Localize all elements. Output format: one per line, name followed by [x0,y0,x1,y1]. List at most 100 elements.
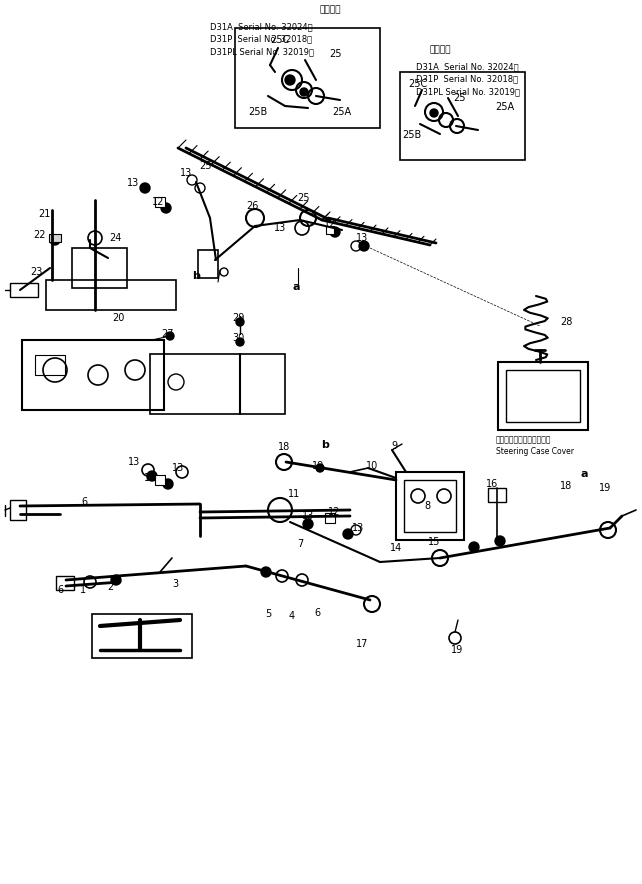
Bar [92,614,192,658]
Text: 18: 18 [560,481,572,491]
Text: 25B: 25B [248,107,268,117]
Text: 12: 12 [144,473,156,483]
Bar [22,340,164,410]
Text: 26: 26 [246,201,258,211]
Text: a: a [292,282,300,292]
Text: 13: 13 [172,463,184,473]
Bar [325,513,335,523]
Circle shape [236,318,244,326]
Circle shape [316,464,324,472]
Bar [56,576,74,590]
Text: 30: 30 [232,333,244,343]
Bar [198,250,218,278]
Text: 25: 25 [454,93,466,103]
Text: 25: 25 [298,193,310,203]
Bar [488,488,506,502]
Bar [404,480,456,532]
Text: D31A  Serial No. 32024～
D31P  Serial No. 32018～
D31PL Serial No. 32019～: D31A Serial No. 32024～ D31P Serial No. 3… [210,22,314,56]
Text: 適用号機: 適用号機 [319,5,341,14]
Text: 8: 8 [424,501,430,511]
Text: 18: 18 [278,442,290,452]
Text: 13: 13 [302,511,314,521]
Circle shape [285,75,295,85]
Bar [49,234,61,242]
Text: 12: 12 [152,197,164,207]
Text: 6: 6 [314,608,320,618]
Bar [400,72,525,160]
Circle shape [303,519,313,529]
Circle shape [140,183,150,193]
Text: 12: 12 [324,219,336,229]
Bar [326,226,334,234]
Bar [506,370,580,422]
Circle shape [343,529,353,539]
Text: 13: 13 [180,168,192,178]
Circle shape [50,235,60,245]
Text: 21: 21 [38,209,50,219]
Bar [150,354,285,414]
Bar [155,475,165,485]
Text: 13: 13 [352,523,364,533]
Text: 25: 25 [329,49,342,59]
Text: 25C: 25C [270,35,290,45]
Text: 13: 13 [356,233,368,243]
Text: 11: 11 [288,489,300,499]
Bar [10,500,26,520]
Text: 29: 29 [232,313,244,323]
Text: 2: 2 [107,582,113,592]
Text: 16: 16 [486,479,498,489]
Circle shape [330,227,340,237]
Circle shape [111,575,121,585]
Text: 13: 13 [127,178,139,188]
Text: a: a [580,469,587,479]
Bar [498,362,588,430]
Text: 24: 24 [108,233,121,243]
Text: 3: 3 [172,579,178,589]
Text: 14: 14 [390,543,402,553]
Circle shape [261,567,271,577]
Text: ステアリングケースカバー
Steering Case Cover: ステアリングケースカバー Steering Case Cover [496,435,574,456]
Text: D31A  Serial No. 32024～
D31P  Serial No. 32018～
D31PL Serial No. 32019～: D31A Serial No. 32024～ D31P Serial No. 3… [416,62,520,96]
Bar [235,28,380,128]
Text: 13: 13 [274,223,286,233]
Text: 27: 27 [162,329,174,339]
Circle shape [359,241,369,251]
Circle shape [300,88,308,96]
Text: 25A: 25A [333,107,352,117]
Text: 13: 13 [128,457,140,467]
Text: 25A: 25A [496,102,514,112]
Text: 15: 15 [428,537,440,547]
Text: 22: 22 [34,230,46,240]
Text: 1: 1 [80,585,86,595]
Text: 23: 23 [30,267,42,277]
Text: 5: 5 [265,609,271,619]
Text: 4: 4 [289,611,295,621]
Bar [46,280,176,310]
Text: b: b [321,440,329,450]
Text: 6: 6 [57,585,63,595]
Text: 6: 6 [81,497,87,507]
Text: 適用号機: 適用号機 [430,45,451,55]
Bar [155,197,165,207]
Text: 25: 25 [200,161,213,171]
Circle shape [469,542,479,552]
Circle shape [147,471,157,481]
Circle shape [236,338,244,346]
Text: 19: 19 [312,461,324,471]
Bar [72,248,127,288]
Circle shape [161,203,171,213]
Text: 28: 28 [560,317,572,327]
Text: 17: 17 [356,639,369,649]
Text: 19: 19 [599,483,611,493]
Text: 10: 10 [366,461,378,471]
Text: 9: 9 [391,441,397,451]
Bar [35,355,65,375]
Text: 19: 19 [451,645,463,655]
Text: 20: 20 [112,313,124,323]
Circle shape [166,332,174,340]
Text: b: b [192,271,200,281]
Circle shape [163,479,173,489]
Bar [10,283,38,297]
Text: 12: 12 [328,507,340,517]
Text: 25C: 25C [408,79,428,89]
